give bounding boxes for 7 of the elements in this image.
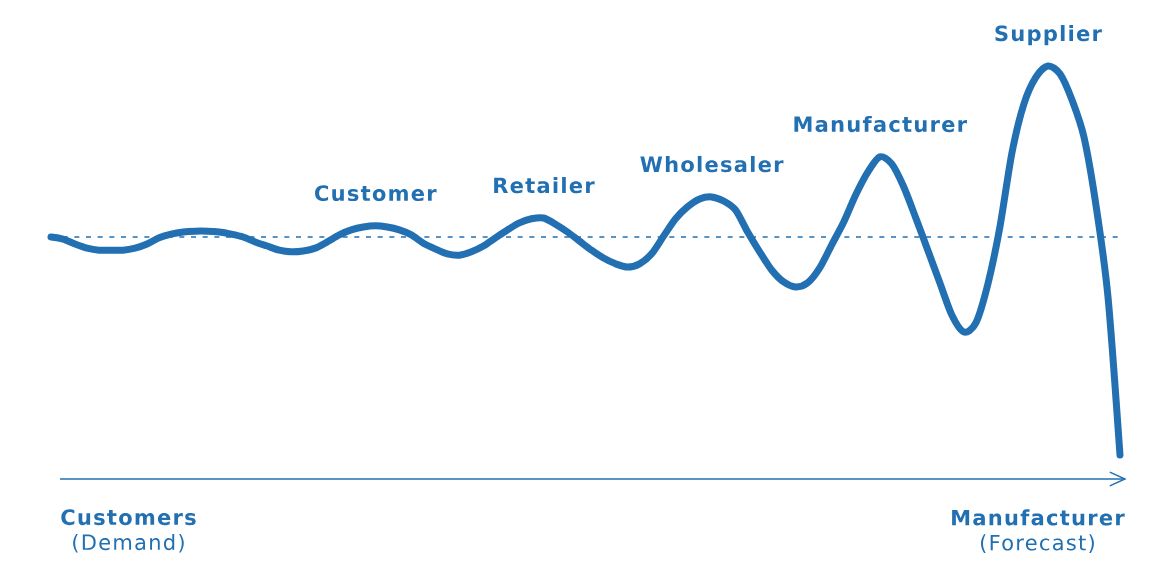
text: Customers (Demand) (61, 509, 196, 553)
annotation: Retailer (494, 177, 595, 194)
annotation: Supplier (995, 25, 1102, 46)
annotation: Customer (315, 185, 437, 202)
text: Manufacturer (Forecast) (952, 509, 1125, 553)
annotation: Manufacturer (794, 115, 967, 133)
annotation: Wholesaler (640, 155, 784, 173)
